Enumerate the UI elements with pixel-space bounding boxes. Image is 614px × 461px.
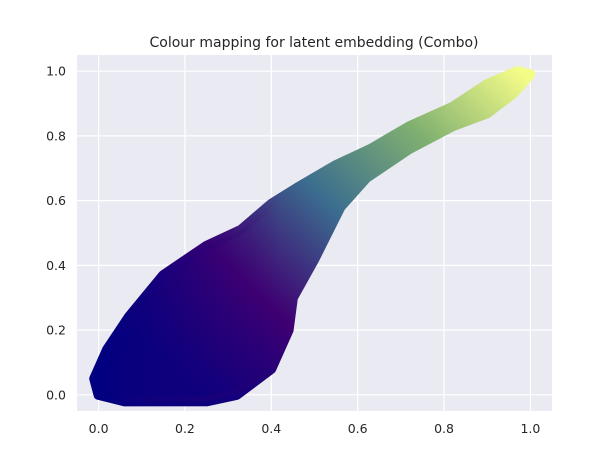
x-axis-ticks: 0.0 0.2 0.4 0.6 0.8 1.0	[89, 421, 541, 436]
y-tick-label: 1.0	[46, 64, 66, 79]
y-tick-label: 0.0	[46, 387, 66, 402]
y-tick-label: 0.8	[46, 128, 66, 143]
x-tick-label: 0.0	[89, 421, 109, 436]
y-tick-label: 0.4	[46, 258, 66, 273]
x-tick-label: 0.6	[348, 421, 368, 436]
y-tick-label: 0.6	[46, 193, 66, 208]
y-axis-ticks: 0.0 0.2 0.4 0.6 0.8 1.0	[46, 64, 66, 403]
x-tick-label: 0.4	[261, 421, 281, 436]
y-tick-label: 0.2	[46, 323, 66, 338]
x-tick-label: 0.2	[175, 421, 195, 436]
point-cloud	[89, 66, 536, 407]
x-tick-label: 0.8	[434, 421, 454, 436]
point-cloud-shading	[89, 66, 536, 407]
x-tick-label: 1.0	[520, 421, 540, 436]
chart-title: Colour mapping for latent embedding (Com…	[149, 35, 478, 51]
